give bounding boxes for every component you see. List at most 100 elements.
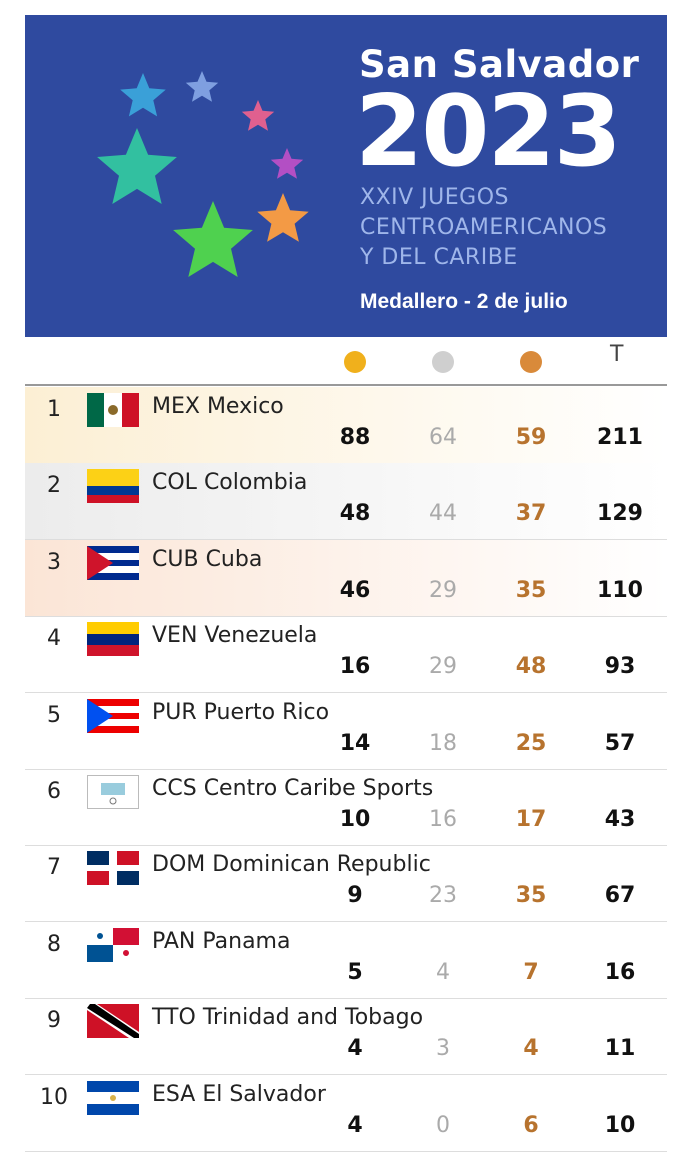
gold-count: 4 (347, 1036, 363, 1062)
star (97, 128, 177, 204)
rank: 4 (47, 626, 61, 652)
country-name: Panama (202, 928, 291, 954)
country-code: TTO (152, 1005, 196, 1031)
country-name: Mexico (206, 394, 284, 419)
bronze-count: 25 (515, 730, 547, 756)
table-row: 5 PUR Puerto Rico 14 18 25 57 (25, 693, 667, 770)
header-rule (25, 384, 667, 386)
year: 2023 (355, 75, 622, 189)
country-code: PUR (152, 699, 197, 725)
total-count: 16 (604, 959, 636, 985)
flag (87, 927, 139, 962)
star (185, 71, 219, 102)
flag (87, 469, 139, 504)
flag (87, 393, 139, 427)
star (241, 100, 275, 131)
logo-stars (97, 71, 309, 277)
country-code: ESA (152, 1081, 196, 1107)
gold-count: 16 (339, 654, 371, 680)
table-row: 6 CCS Centro Caribe Sports 10 16 17 43 (25, 769, 667, 846)
gold-count: 14 (339, 730, 371, 756)
total-count: 110 (597, 577, 643, 603)
gold-count: 5 (347, 959, 363, 985)
rank: 6 (47, 779, 61, 804)
country: VEN Venezuela (152, 623, 317, 648)
bronze-count: 48 (515, 654, 547, 680)
bronze-count: 59 (515, 425, 547, 450)
country-name: Colombia (203, 470, 308, 496)
country-code: CCS (152, 776, 197, 801)
country: ESA El Salvador (152, 1082, 326, 1107)
country-name: Puerto Rico (203, 699, 330, 725)
flag (87, 851, 139, 886)
total-count: 11 (604, 1036, 636, 1062)
total-count: 129 (597, 501, 643, 527)
country-name: Cuba (205, 546, 263, 572)
bronze-count: 35 (515, 577, 547, 603)
rank: 7 (47, 855, 61, 881)
table-row: 4 VEN Venezuela 16 29 48 93 (25, 616, 667, 694)
bronze-count: 4 (523, 1036, 539, 1062)
total-count: 67 (604, 883, 636, 909)
event-line: CENTROAMERICANOS (360, 215, 608, 240)
silver-count: 3 (436, 1036, 450, 1062)
total-count: 57 (604, 730, 636, 756)
total-count: 10 (604, 1112, 636, 1138)
rank: 2 (47, 473, 61, 499)
silver-count: 29 (429, 654, 457, 680)
total-count: 211 (597, 425, 643, 450)
rank: 3 (47, 549, 61, 575)
flag (87, 698, 139, 733)
silver-count: 4 (436, 959, 450, 985)
country: TTO Trinidad and Tobago (152, 1005, 423, 1030)
gold-count: 4 (347, 1112, 363, 1138)
city: San Salvador (359, 43, 640, 86)
country: MEX Mexico (152, 394, 284, 419)
flag (87, 622, 139, 657)
table-row: 1 MEX Mexico 88 64 59 211 (25, 387, 667, 464)
star (270, 148, 304, 179)
flag (87, 1004, 139, 1039)
banner: San Salvador 2023 XXIV JUEGOS CENTROAMER… (25, 15, 667, 337)
bronze-count: 17 (515, 807, 547, 832)
flag (87, 545, 139, 580)
silver-count: 44 (429, 501, 457, 527)
country-name: El Salvador (202, 1081, 326, 1107)
rank: 10 (40, 1084, 68, 1110)
country: PUR Puerto Rico (152, 700, 329, 725)
bronze-count: 7 (523, 959, 539, 985)
gold-count: 48 (339, 501, 371, 527)
silver-count: 18 (429, 730, 457, 756)
total-header: T (610, 342, 624, 367)
star (173, 201, 253, 277)
country-code: PAN (152, 928, 196, 954)
country: DOM Dominican Republic (152, 852, 431, 877)
bronze-icon (520, 351, 542, 373)
country-code: VEN (152, 623, 198, 649)
table-row: 3 CUB Cuba 46 29 35 110 (25, 539, 667, 617)
total-count: 43 (604, 807, 636, 832)
country: CCS Centro Caribe Sports (152, 776, 433, 801)
rank: 9 (47, 1008, 61, 1034)
table-row: 2 COL Colombia 48 44 37 129 (25, 463, 667, 541)
star (120, 73, 166, 117)
star (257, 193, 309, 242)
silver-icon (432, 351, 454, 373)
country-code: CUB (152, 546, 199, 572)
gold-count: 10 (339, 807, 371, 832)
silver-count: 23 (429, 883, 457, 909)
medal-icons (344, 351, 542, 373)
event-line: XXIV JUEGOS (360, 185, 509, 210)
table-row: 10 ESA El Salvador 4 0 6 10 (25, 1075, 667, 1152)
bronze-count: 6 (523, 1112, 539, 1138)
gold-count: 88 (339, 425, 371, 450)
silver-count: 0 (436, 1112, 450, 1138)
country: COL Colombia (152, 470, 307, 495)
rank: 1 (47, 397, 61, 422)
rank: 5 (47, 702, 61, 728)
country-name: Trinidad and Tobago (202, 1005, 424, 1031)
country-code: DOM (152, 852, 206, 878)
rank: 8 (47, 931, 61, 957)
country-name: Dominican Republic (212, 852, 431, 878)
silver-count: 29 (429, 577, 457, 603)
